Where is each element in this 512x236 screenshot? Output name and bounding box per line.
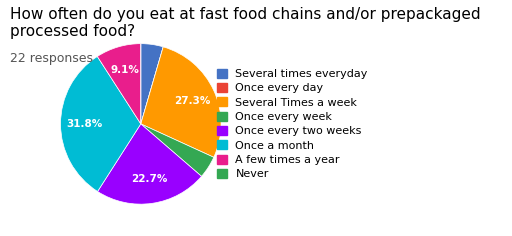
- Wedge shape: [141, 44, 163, 124]
- Text: 31.8%: 31.8%: [67, 119, 103, 129]
- Wedge shape: [97, 44, 141, 124]
- Wedge shape: [60, 56, 141, 191]
- Legend: Several times everyday, Once every day, Several Times a week, Once every week, O: Several times everyday, Once every day, …: [217, 68, 368, 179]
- Text: 27.3%: 27.3%: [174, 96, 210, 105]
- Wedge shape: [141, 124, 214, 176]
- Text: 22 responses: 22 responses: [10, 52, 93, 65]
- Wedge shape: [141, 47, 221, 157]
- Wedge shape: [98, 124, 202, 204]
- Wedge shape: [141, 47, 163, 124]
- Text: 22.7%: 22.7%: [131, 174, 167, 185]
- Text: How often do you eat at fast food chains and/or prepackaged processed food?: How often do you eat at fast food chains…: [10, 7, 481, 39]
- Text: 9.1%: 9.1%: [111, 65, 139, 75]
